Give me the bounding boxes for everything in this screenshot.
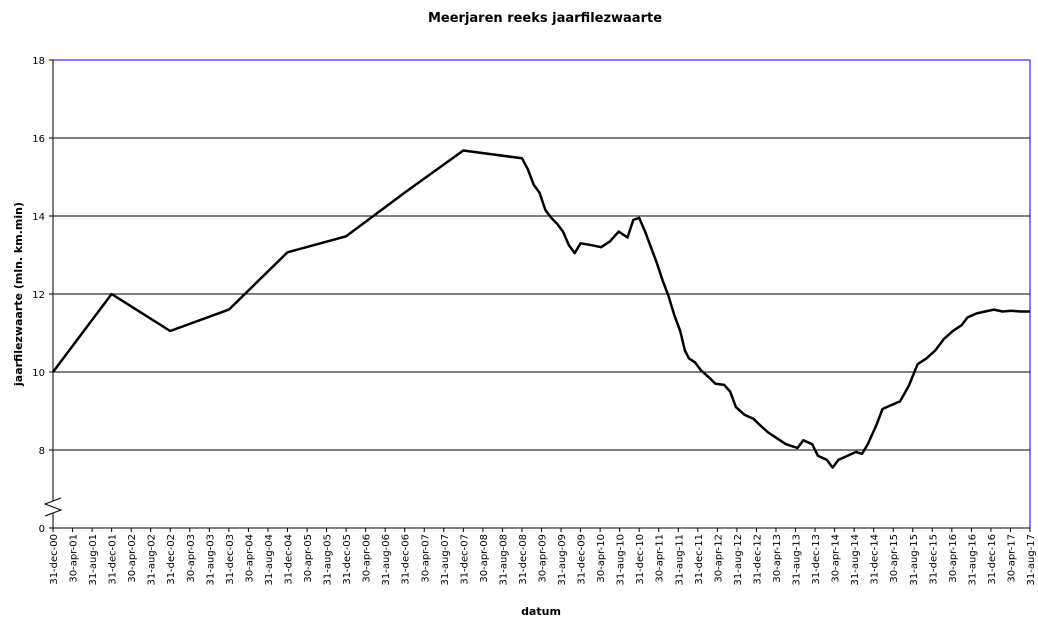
x-tick-label: 31-aug-12 bbox=[733, 534, 744, 585]
x-tick-label: 31-dec-01 bbox=[108, 534, 119, 585]
x-tick-label: 30-apr-15 bbox=[889, 534, 900, 583]
data-line bbox=[52, 149, 1030, 469]
x-tick-label: 30-apr-05 bbox=[303, 534, 314, 583]
x-tick-label: 31-dec-03 bbox=[225, 534, 236, 585]
x-tick-label: 30-apr-01 bbox=[69, 534, 80, 583]
x-tick-label: 30-apr-17 bbox=[1006, 534, 1017, 583]
x-tick-label: 31-aug-02 bbox=[147, 534, 158, 585]
x-tick-label: 31-dec-15 bbox=[928, 534, 939, 585]
y-tick-label: 8 bbox=[39, 446, 45, 457]
x-tick-label: 31-dec-14 bbox=[870, 534, 881, 585]
x-tick-label: 31-aug-16 bbox=[967, 534, 978, 585]
y-axis-label: jaarfilezwaarte (mln. km.min) bbox=[12, 202, 25, 387]
x-tick-label: 31-aug-11 bbox=[674, 534, 685, 585]
y-tick-label: 14 bbox=[32, 212, 45, 223]
x-tick-label: 31-dec-08 bbox=[518, 534, 529, 585]
x-tick-label: 30-apr-11 bbox=[655, 534, 666, 583]
x-tick-label: 30-apr-09 bbox=[537, 534, 548, 583]
y-tick-label: 12 bbox=[32, 290, 45, 301]
x-tick-label: 31-dec-11 bbox=[694, 534, 705, 585]
x-tick-label: 31-aug-03 bbox=[205, 534, 216, 585]
x-tick-label: 30-apr-14 bbox=[831, 534, 842, 583]
x-tick-label: 31-dec-13 bbox=[811, 534, 822, 585]
x-tick-label: 31-aug-13 bbox=[792, 534, 803, 585]
y-tick-label: 10 bbox=[32, 368, 45, 379]
x-tick-label: 31-aug-08 bbox=[498, 534, 509, 585]
x-tick-label: 31-aug-05 bbox=[323, 534, 334, 585]
chart-title: Meerjaren reeks jaarfilezwaarte bbox=[428, 11, 662, 26]
x-tick-label: 31-aug-15 bbox=[909, 534, 920, 585]
x-tick-label: 31-dec-00 bbox=[49, 534, 60, 585]
x-tick-label: 31-dec-10 bbox=[635, 534, 646, 585]
x-tick-label: 31-aug-04 bbox=[264, 534, 275, 585]
x-tick-label: 31-aug-17 bbox=[1026, 534, 1037, 585]
x-axis-label: datum bbox=[521, 605, 561, 618]
x-tick-label: 31-aug-06 bbox=[381, 534, 392, 585]
x-tick-label: 31-dec-09 bbox=[577, 534, 588, 585]
x-tick-label: 31-dec-06 bbox=[401, 534, 412, 585]
axis-break bbox=[43, 497, 63, 517]
y-tick-label: 0 bbox=[39, 524, 45, 535]
x-tick-label: 31-aug-14 bbox=[850, 534, 861, 585]
x-tick-label: 31-aug-10 bbox=[616, 534, 627, 585]
x-tick-label: 31-dec-04 bbox=[283, 534, 294, 585]
x-tick-label: 31-aug-07 bbox=[440, 534, 451, 585]
x-tick-label: 30-apr-08 bbox=[479, 534, 490, 583]
x-tick-label: 31-dec-07 bbox=[459, 534, 470, 585]
x-tick-label: 31-dec-02 bbox=[166, 534, 177, 585]
x-tick-label: 30-apr-13 bbox=[772, 534, 783, 583]
x-tick-label: 30-apr-06 bbox=[362, 534, 373, 583]
x-tick-label: 30-apr-07 bbox=[420, 534, 431, 583]
x-tick-label: 31-dec-16 bbox=[987, 534, 998, 585]
x-tick-label: 31-aug-01 bbox=[88, 534, 99, 585]
x-tick-label: 30-apr-16 bbox=[948, 534, 959, 583]
x-tick-label: 30-apr-10 bbox=[596, 534, 607, 583]
x-tick-label: 30-apr-03 bbox=[186, 534, 197, 583]
y-tick-label: 16 bbox=[32, 134, 45, 145]
x-tick-label: 31-dec-05 bbox=[342, 534, 353, 585]
x-tick-label: 30-apr-04 bbox=[244, 534, 255, 583]
y-tick-label: 18 bbox=[32, 56, 45, 67]
x-tick-label: 31-aug-09 bbox=[557, 534, 568, 585]
x-tick-label: 31-dec-12 bbox=[752, 534, 763, 585]
x-tick-label: 30-apr-02 bbox=[127, 534, 138, 583]
x-tick-label: 30-apr-12 bbox=[713, 534, 724, 583]
